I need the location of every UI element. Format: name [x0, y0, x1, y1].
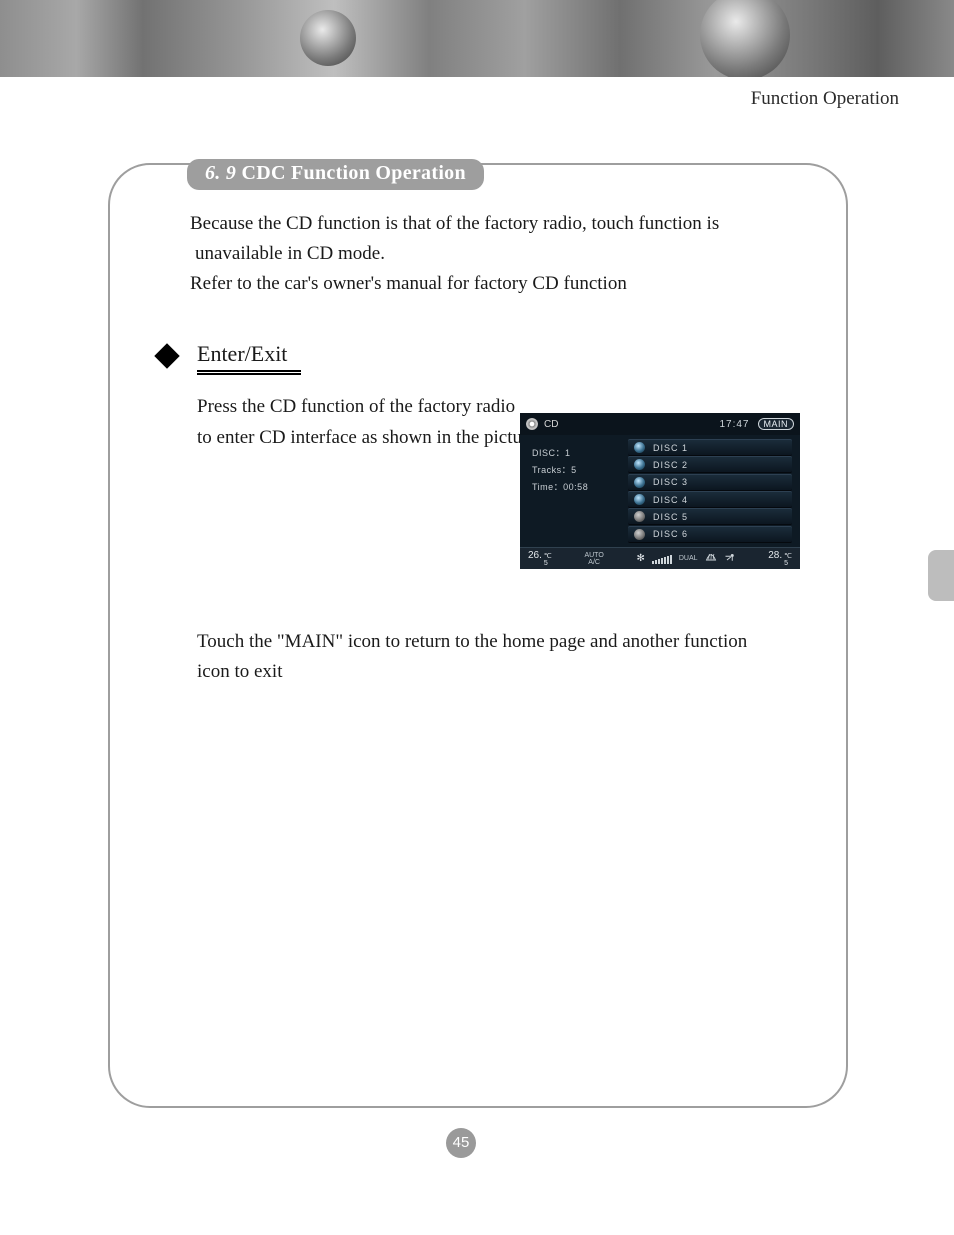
ac-auto-label: AUTO — [584, 552, 603, 559]
exit-line-2: icon to exit — [197, 657, 757, 686]
screen-clock: 17:47 — [719, 419, 749, 430]
subheading: Enter/Exit — [197, 341, 287, 369]
screen-topbar: CD 17:47 MAIN — [520, 413, 800, 435]
disc-icon — [634, 494, 645, 505]
page-number-badge: 45 — [446, 1128, 476, 1158]
main-button[interactable]: MAIN — [758, 418, 795, 430]
content-frame: 6. 9 CDC Function Operation Because the … — [108, 163, 848, 1108]
info-tracks: Tracks：5 — [532, 462, 628, 479]
temp-left: 26. ℃ 5 — [528, 550, 552, 567]
top-banner-photo — [0, 0, 954, 77]
defrost-icon — [705, 552, 717, 565]
disc-row-6[interactable]: DISC 6 — [628, 526, 792, 543]
screen-bottom-bar: 26. ℃ 5 AUTO A/C ✻ DUAL — [520, 547, 800, 569]
disc-row-1[interactable]: DISC 1 — [628, 439, 792, 456]
disc-icon — [634, 459, 645, 470]
info-disc: DISC：1 — [532, 445, 628, 462]
screen-mode-label: CD — [544, 419, 558, 430]
section-title-pill: 6. 9 CDC Function Operation — [187, 159, 484, 190]
side-thumb-tab — [928, 550, 954, 601]
manual-page: Function Operation 6. 9 CDC Function Ope… — [0, 0, 954, 1235]
disc-icon — [634, 442, 645, 453]
disc-icon — [634, 511, 645, 522]
exit-line-1: Touch the "MAIN" icon to return to the h… — [197, 627, 757, 656]
section-number: 6. 9 — [205, 162, 236, 184]
disc-row-5[interactable]: DISC 5 — [628, 508, 792, 525]
disc-list: DISC 1 DISC 2 DISC 3 DISC 4 DISC 5 DISC … — [628, 435, 800, 547]
subheading-underline — [197, 370, 301, 375]
disc-icon — [634, 529, 645, 540]
cd-icon — [526, 418, 538, 430]
disc-row-3[interactable]: DISC 3 — [628, 474, 792, 491]
airflow-icon — [724, 552, 736, 565]
cd-interface-screenshot: CD 17:47 MAIN DISC：1 Tracks：5 Time：00:5 — [520, 413, 800, 569]
section-title: CDC Function Operation — [242, 162, 466, 184]
disc-row-4[interactable]: DISC 4 — [628, 491, 792, 508]
ac-label: A/C — [584, 559, 603, 566]
header-label: Function Operation — [751, 88, 899, 110]
disc-icon — [634, 477, 645, 488]
dual-label: DUAL — [679, 555, 698, 562]
intro-line-1: Because the CD function is that of the f… — [190, 209, 750, 238]
intro-line-3: Refer to the car's owner's manual for fa… — [190, 269, 750, 298]
info-time: Time：00:58 — [532, 479, 628, 496]
fan-level-bars-icon — [652, 554, 672, 564]
bullet-diamond-icon — [154, 343, 179, 368]
disc-row-2[interactable]: DISC 2 — [628, 456, 792, 473]
intro-line-2: unavailable in CD mode. — [195, 239, 755, 268]
snowflake-icon: ✻ — [636, 553, 644, 564]
temp-right: 28. ℃ 5 — [768, 550, 792, 567]
screen-info-panel: DISC：1 Tracks：5 Time：00:58 — [520, 435, 628, 547]
